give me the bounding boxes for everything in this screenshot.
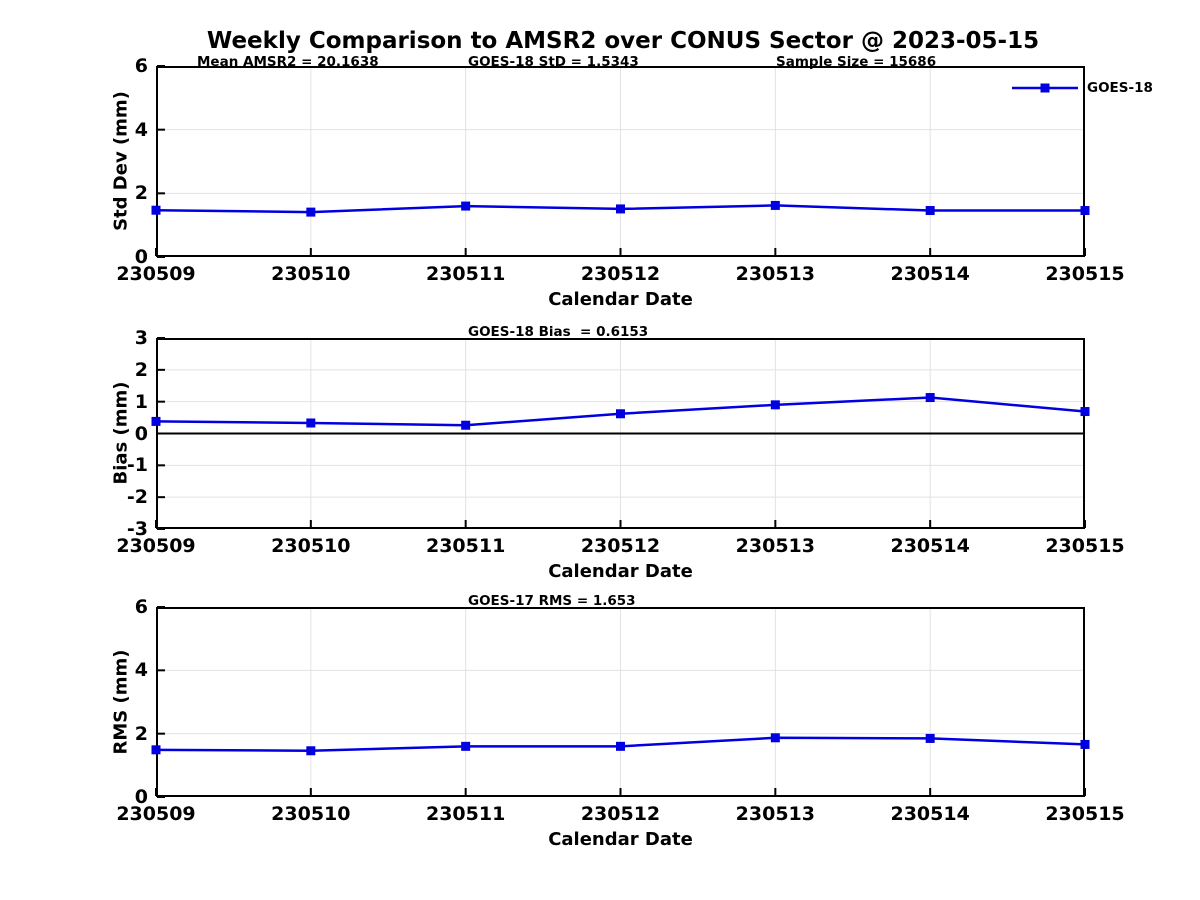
- x-tick-label: 230513: [735, 535, 815, 557]
- std-dev-data-point: [151, 205, 161, 215]
- std-dev-y-axis-label: Std Dev (mm): [110, 91, 132, 231]
- y-tick-label: 4: [134, 659, 148, 682]
- figure-title: Weekly Comparison to AMSR2 over CONUS Se…: [206, 28, 1040, 54]
- x-tick-label: 230512: [580, 803, 661, 825]
- y-tick-label: 2: [134, 182, 148, 205]
- y-tick-label: 2: [134, 358, 148, 381]
- x-tick-label: 230510: [271, 535, 351, 557]
- bias-data-point: [306, 418, 316, 428]
- y-tick-label: -3: [126, 518, 148, 540]
- x-tick-label: 230509: [116, 263, 196, 285]
- x-tick-label: 230512: [580, 263, 661, 285]
- x-tick-label: 230509: [116, 803, 196, 825]
- bias-data-point: [151, 416, 161, 426]
- rms-data-point: [925, 733, 935, 743]
- std-dev-data-point: [1080, 206, 1090, 216]
- bias-data-point: [925, 393, 935, 403]
- rms-data-point: [461, 741, 471, 751]
- rms-chart-canvas: [151, 606, 1090, 798]
- x-tick-label: 230513: [735, 263, 815, 285]
- x-tick-label: 230512: [580, 535, 661, 557]
- rms-plot: [151, 606, 1090, 798]
- y-tick-label: 3: [134, 327, 148, 349]
- std-dev-plot: [151, 65, 1090, 258]
- x-tick-label: 230511: [425, 803, 506, 825]
- x-tick-label: 230514: [890, 535, 970, 557]
- bias-data-point: [770, 400, 780, 410]
- y-tick-label: -1: [126, 454, 148, 477]
- bias-data-point: [1080, 407, 1090, 417]
- y-tick-label: 1: [134, 390, 148, 413]
- y-tick-label: 4: [134, 118, 148, 141]
- std-dev-data-point: [770, 200, 780, 210]
- std-dev-data-point: [461, 201, 471, 211]
- bias-plot: [151, 337, 1090, 530]
- bias-data-point: [461, 420, 471, 430]
- rms-data-point: [616, 741, 625, 751]
- std-dev-data-point: [306, 207, 316, 217]
- std-dev-data-point: [925, 206, 935, 216]
- bias-x-axis-label: Calendar Date: [548, 561, 693, 582]
- annotation-goes17-rms: GOES-17 RMS = 1.653: [468, 593, 636, 609]
- std-dev-data-point: [616, 204, 625, 214]
- rms-data-point: [1080, 739, 1090, 749]
- annotation-sample-size: Sample Size = 15686: [776, 54, 937, 70]
- annotation-goes18-bias: GOES-18 Bias = 0.6153: [468, 324, 649, 340]
- bias-data-point: [616, 409, 625, 419]
- y-tick-label: 0: [134, 422, 148, 445]
- x-tick-label: 230514: [890, 803, 970, 825]
- annotation-goes18-std: GOES-18 StD = 1.5343: [468, 54, 639, 70]
- y-tick-label: 6: [134, 55, 148, 77]
- std-dev-chart-canvas: [151, 65, 1090, 258]
- legend-label: GOES-18: [1087, 80, 1153, 96]
- x-tick-label: 230515: [1045, 803, 1125, 825]
- bias-chart-canvas: [151, 337, 1090, 530]
- rms-data-point: [151, 745, 161, 755]
- x-tick-label: 230515: [1045, 263, 1125, 285]
- rms-data-point: [770, 733, 780, 743]
- y-tick-label: 6: [134, 596, 148, 618]
- legend-marker: [1012, 83, 1078, 93]
- x-tick-label: 230513: [735, 803, 815, 825]
- x-tick-label: 230515: [1045, 535, 1125, 557]
- x-tick-label: 230510: [271, 263, 351, 285]
- x-tick-label: 230510: [271, 803, 351, 825]
- rms-x-axis-label: Calendar Date: [548, 829, 693, 850]
- std-dev-x-axis-label: Calendar Date: [548, 289, 693, 310]
- x-tick-label: 230511: [425, 535, 506, 557]
- rms-data-point: [306, 746, 316, 756]
- y-tick-label: 0: [134, 786, 148, 808]
- x-tick-label: 230511: [425, 263, 506, 285]
- x-tick-label: 230514: [890, 263, 970, 285]
- y-tick-label: -2: [126, 486, 148, 509]
- y-tick-label: 0: [134, 246, 148, 268]
- annotation-mean-amsr2: Mean AMSR2 = 20.1638: [197, 54, 379, 70]
- y-tick-label: 2: [134, 722, 148, 745]
- x-tick-label: 230509: [116, 535, 196, 557]
